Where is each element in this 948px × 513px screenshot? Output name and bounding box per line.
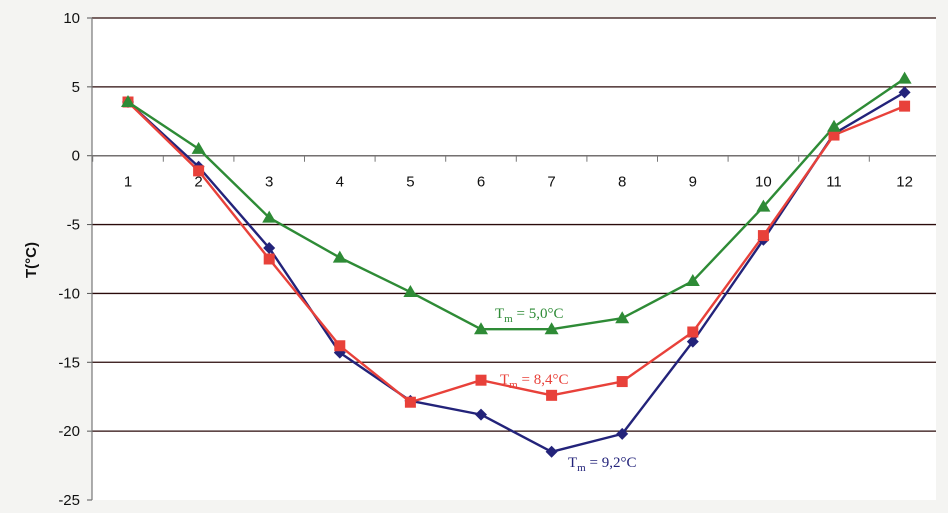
series-annotation-1: Tm = 8,4°C [500,372,568,391]
data-point-square [404,396,416,408]
data-point-triangle [685,274,700,287]
data-point-diamond [616,427,629,440]
data-point-square [475,374,487,386]
x-tick-label: 11 [826,174,842,191]
series-line-1 [127,101,906,404]
y-axis-label: T(°C) [23,242,40,278]
y-tick-label: -20 [58,423,80,440]
x-tick-label: 8 [618,174,626,191]
data-point-triangle [332,250,347,263]
data-point-triangle [403,285,418,298]
data-point-diamond [545,445,558,458]
data-point-diamond [686,335,699,348]
y-tick-label: 10 [63,10,80,27]
annotation-subscript: m [577,462,586,474]
series-annotation-2: Tm = 5,0°C [495,306,563,325]
data-point-triangle [897,71,912,84]
x-tick-label: 9 [689,174,697,191]
y-tick-label: -10 [58,285,80,302]
data-point-square [193,165,205,177]
data-point-triangle [827,119,841,132]
data-point-triangle [756,199,771,212]
series-annotation-0: Tm = 9,2°C [568,455,636,474]
y-tick-label: -25 [58,492,80,508]
data-point-triangle [262,210,277,223]
annotation-subscript: m [504,313,513,325]
x-tick-label: 3 [265,174,273,191]
y-tick-label: 5 [72,79,80,96]
data-point-square [263,253,275,265]
x-tick-label: 10 [755,174,772,191]
annotation-subscript: m [509,379,518,391]
data-point-square [546,389,558,401]
data-point-square [899,100,911,112]
data-point-triangle [474,322,488,335]
plot-area [92,18,936,500]
data-point-triangle [191,141,206,154]
x-tick-label: 12 [896,174,913,191]
annotation-value: = 9,2°C [586,455,637,471]
data-point-square [687,326,699,338]
y-tick-label: 0 [72,148,80,165]
x-tick-label: 4 [336,174,344,191]
data-point-triangle [544,322,559,335]
data-point-diamond [263,241,276,254]
x-tick-label: 1 [124,174,132,191]
data-point-square [616,376,628,388]
data-point-diamond [898,86,911,99]
annotation-value: = 8,4°C [518,372,569,388]
y-tick-label: -5 [67,217,80,234]
annotation-symbol: T [568,455,577,471]
data-point-triangle [121,95,135,108]
x-tick-label: 6 [477,174,485,191]
data-point-square [334,340,346,352]
annotation-value: = 5,0°C [513,306,564,322]
series-line-0 [127,91,906,453]
x-tick-label: 7 [547,174,555,191]
data-point-triangle [615,311,630,324]
data-point-square [757,230,769,242]
x-tick-label: 5 [406,174,414,191]
y-tick-label: -15 [58,354,80,371]
series-line-2 [127,77,906,331]
annotation-symbol: T [500,372,509,388]
x-tick-label: 2 [194,174,202,191]
annotation-symbol: T [495,306,504,322]
data-point-square [828,129,840,141]
data-point-diamond [475,408,487,421]
